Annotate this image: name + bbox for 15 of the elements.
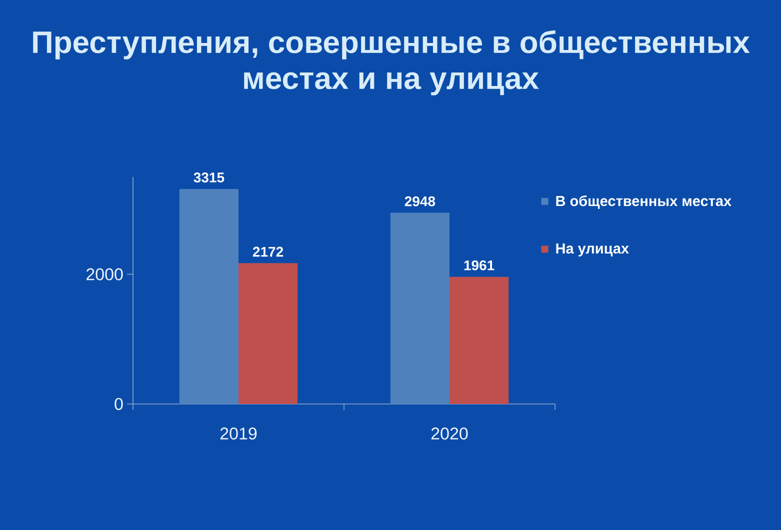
y-tick-label: 2000 — [86, 268, 123, 280]
bar — [179, 189, 238, 404]
data-label: 2948 — [404, 196, 436, 206]
x-tick-label: 2019 — [220, 428, 257, 440]
legend-label: В общественных местах — [556, 195, 732, 209]
data-label: 2172 — [252, 246, 284, 257]
data-label: 1961 — [464, 260, 494, 270]
data-label: 3315 — [194, 172, 224, 182]
legend-label: На улицах — [556, 243, 629, 256]
x-tick-label: 2020 — [431, 428, 468, 440]
bar — [390, 212, 450, 404]
bar — [238, 263, 298, 404]
y-tick-label: 0 — [114, 398, 123, 410]
bar — [450, 276, 509, 404]
chart-title: Преступления, совершенные в общественных местах и на улицах — [33, 30, 750, 96]
